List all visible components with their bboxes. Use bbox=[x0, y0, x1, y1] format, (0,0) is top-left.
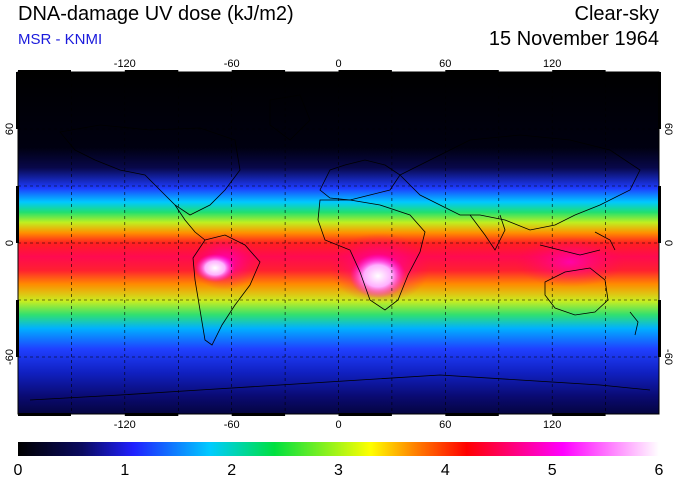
frame-ticks bbox=[16, 70, 661, 416]
lon-label-bottom-4: 60 bbox=[439, 419, 451, 431]
source-label: MSR - KNMI bbox=[18, 31, 103, 48]
lon-label-top-2: -60 bbox=[224, 58, 240, 70]
colorbar-tick-0: 0 bbox=[14, 462, 23, 479]
uv-field bbox=[18, 72, 659, 414]
lat-label-right-2: 0 bbox=[662, 240, 674, 246]
lon-label-bottom-1: -120 bbox=[114, 419, 136, 431]
date-label: 15 November 1964 bbox=[488, 28, 659, 50]
colorbar-tick-5: 5 bbox=[548, 462, 557, 479]
lat-label-left-3: -60 bbox=[4, 349, 16, 365]
lat-label-left-2: 0 bbox=[4, 240, 16, 246]
lat-label-left-1: 60 bbox=[4, 123, 16, 135]
sky-condition-label: Clear-sky bbox=[574, 3, 659, 25]
lat-label-right-3: -60 bbox=[662, 349, 674, 365]
lat-label-right-1: 60 bbox=[662, 123, 674, 135]
lon-label-top-3: 0 bbox=[335, 58, 341, 70]
colorbar-tick-4: 4 bbox=[441, 462, 450, 479]
map-title: DNA-damage UV dose (kJ/m2) bbox=[18, 3, 294, 25]
colorbar-tick-3: 3 bbox=[334, 462, 343, 479]
colorbar-tick-6: 6 bbox=[655, 462, 664, 479]
colorbar-tick-2: 2 bbox=[227, 462, 236, 479]
colorbar bbox=[18, 442, 659, 456]
lon-label-top-1: -120 bbox=[114, 58, 136, 70]
graticule bbox=[18, 72, 659, 414]
lon-label-top-4: 60 bbox=[439, 58, 451, 70]
lon-label-bottom-5: 120 bbox=[543, 419, 561, 431]
lon-label-top-5: 120 bbox=[543, 58, 561, 70]
lon-label-bottom-2: -60 bbox=[224, 419, 240, 431]
lon-label-bottom-3: 0 bbox=[335, 419, 341, 431]
colorbar-tick-1: 1 bbox=[120, 462, 129, 479]
